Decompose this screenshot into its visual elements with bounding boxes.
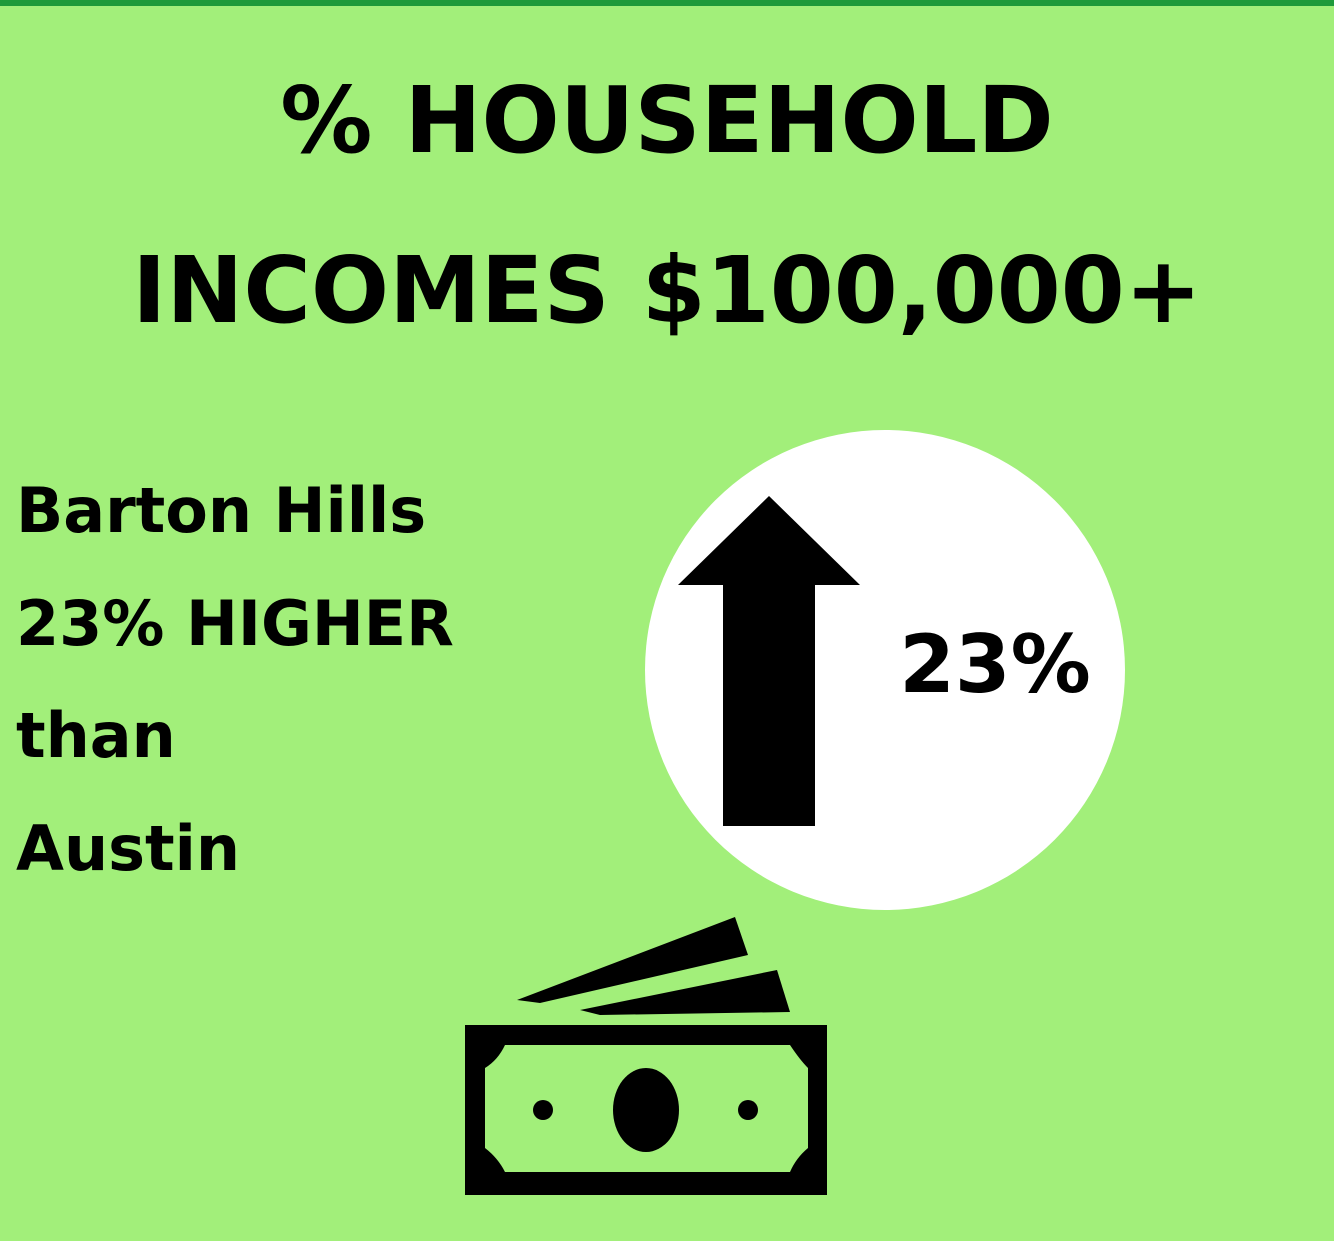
body-line: Austin <box>16 812 240 885</box>
top-border <box>0 0 1334 6</box>
body-line: 23% HIGHER <box>16 587 454 660</box>
title-line: INCOMES $100,000+ <box>132 237 1202 344</box>
body-line: Barton Hills <box>16 474 426 547</box>
body-line: than <box>16 699 176 772</box>
up-arrow <box>678 496 860 826</box>
money-icon <box>465 917 827 1195</box>
badge-label: 23% <box>899 618 1090 711</box>
title-line: % HOUSEHOLD <box>280 67 1053 174</box>
